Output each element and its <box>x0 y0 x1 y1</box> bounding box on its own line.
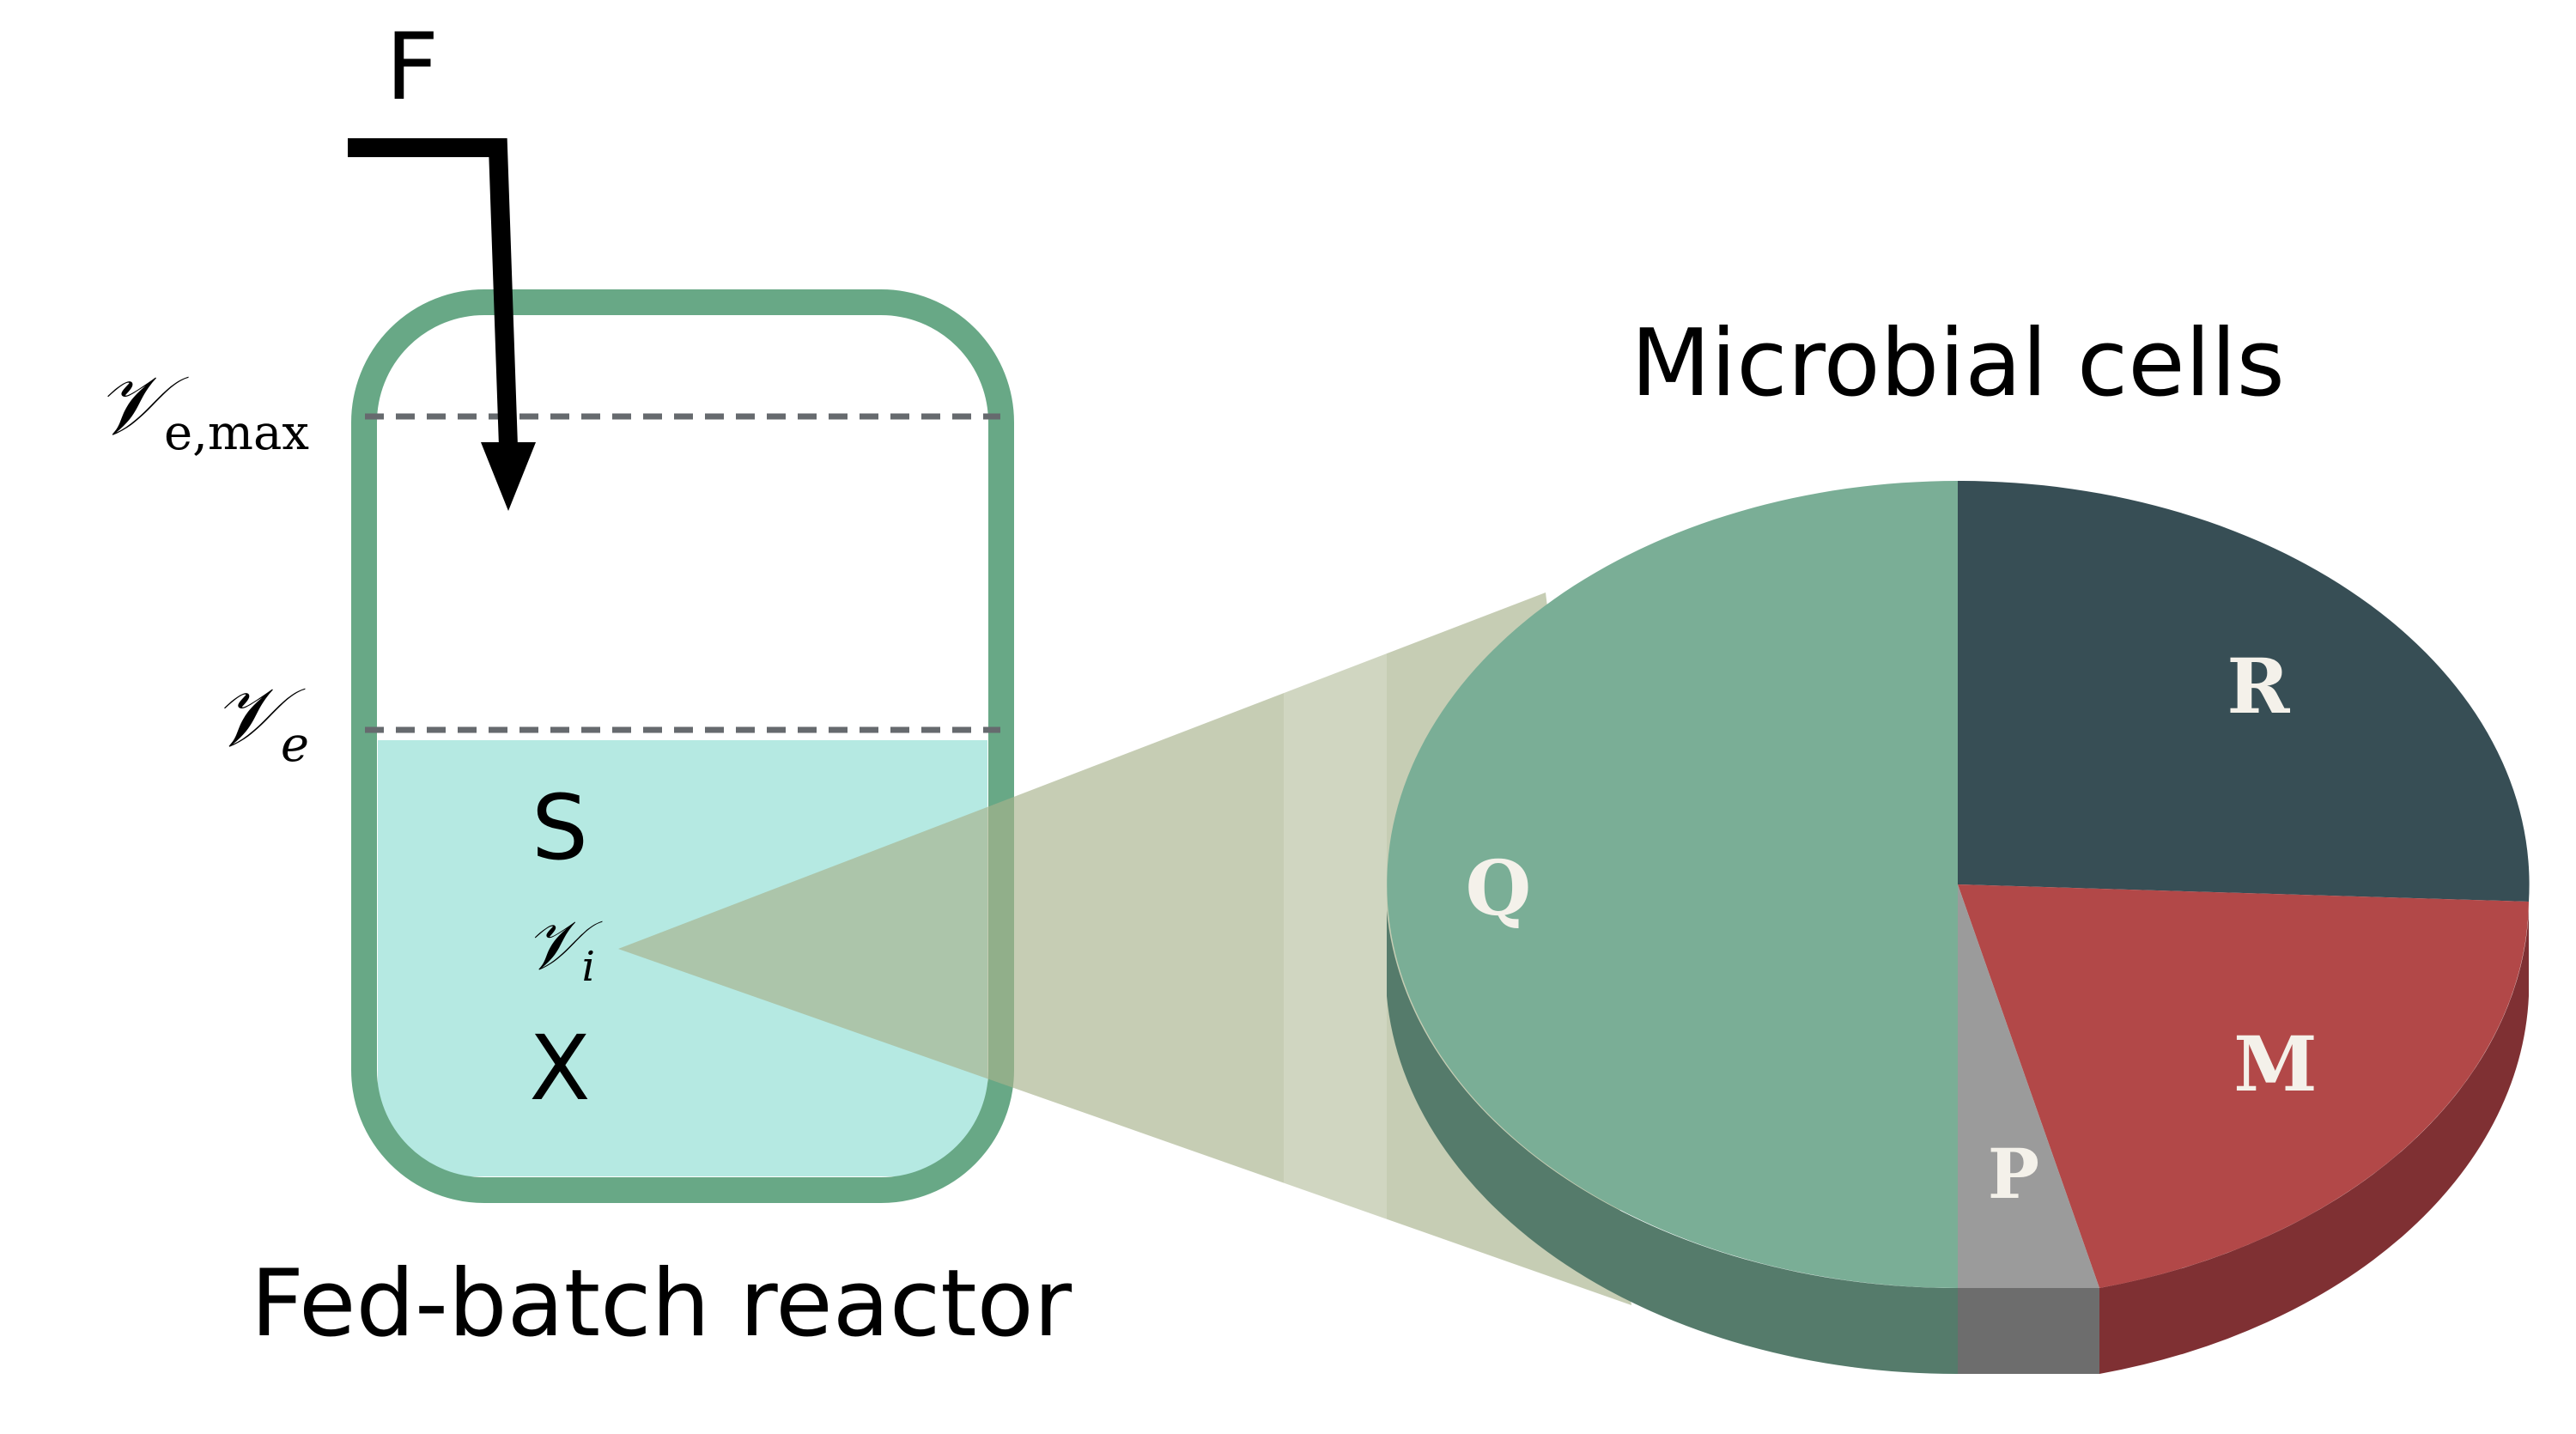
max-volume-label: 𝒱e,max <box>95 357 309 461</box>
slice-q-side <box>1387 910 1958 1375</box>
slice-q <box>1387 481 1958 1288</box>
slice-p-label: P <box>1988 1133 2039 1214</box>
substrate-label: S <box>532 775 588 880</box>
reactor-vessel <box>351 289 1014 1203</box>
current-volume-label: 𝒱e <box>212 669 309 773</box>
feed-arrowhead <box>481 442 536 511</box>
slice-p <box>1958 884 2099 1288</box>
feed-label: F <box>386 14 439 121</box>
cell-composition-pie: Q R M P Microbial cells <box>1387 310 2530 1375</box>
slice-q-label: Q <box>1466 843 1532 933</box>
slice-p-side <box>1958 1288 2099 1374</box>
biomass-label: X <box>529 1016 590 1121</box>
reactor-title: Fed-batch reactor <box>251 1250 1072 1358</box>
zoom-cone-highlight <box>1284 601 1387 1254</box>
slice-m <box>1958 884 2529 1288</box>
slice-r <box>1958 480 2530 902</box>
cells-title: Microbial cells <box>1631 310 2285 417</box>
slice-m-label: M <box>2233 1019 2317 1109</box>
zoom-cone <box>618 592 1631 1305</box>
reactor: 𝒱e,max 𝒱e S 𝒱i X Fed-batch reactor <box>95 289 1072 1358</box>
zoom-cone-shape <box>618 592 1631 1305</box>
slice-r-label: R <box>2227 641 2290 731</box>
feed-arrow: F <box>348 14 536 511</box>
feed-line <box>348 138 518 447</box>
slice-m-side <box>2099 910 2529 1374</box>
